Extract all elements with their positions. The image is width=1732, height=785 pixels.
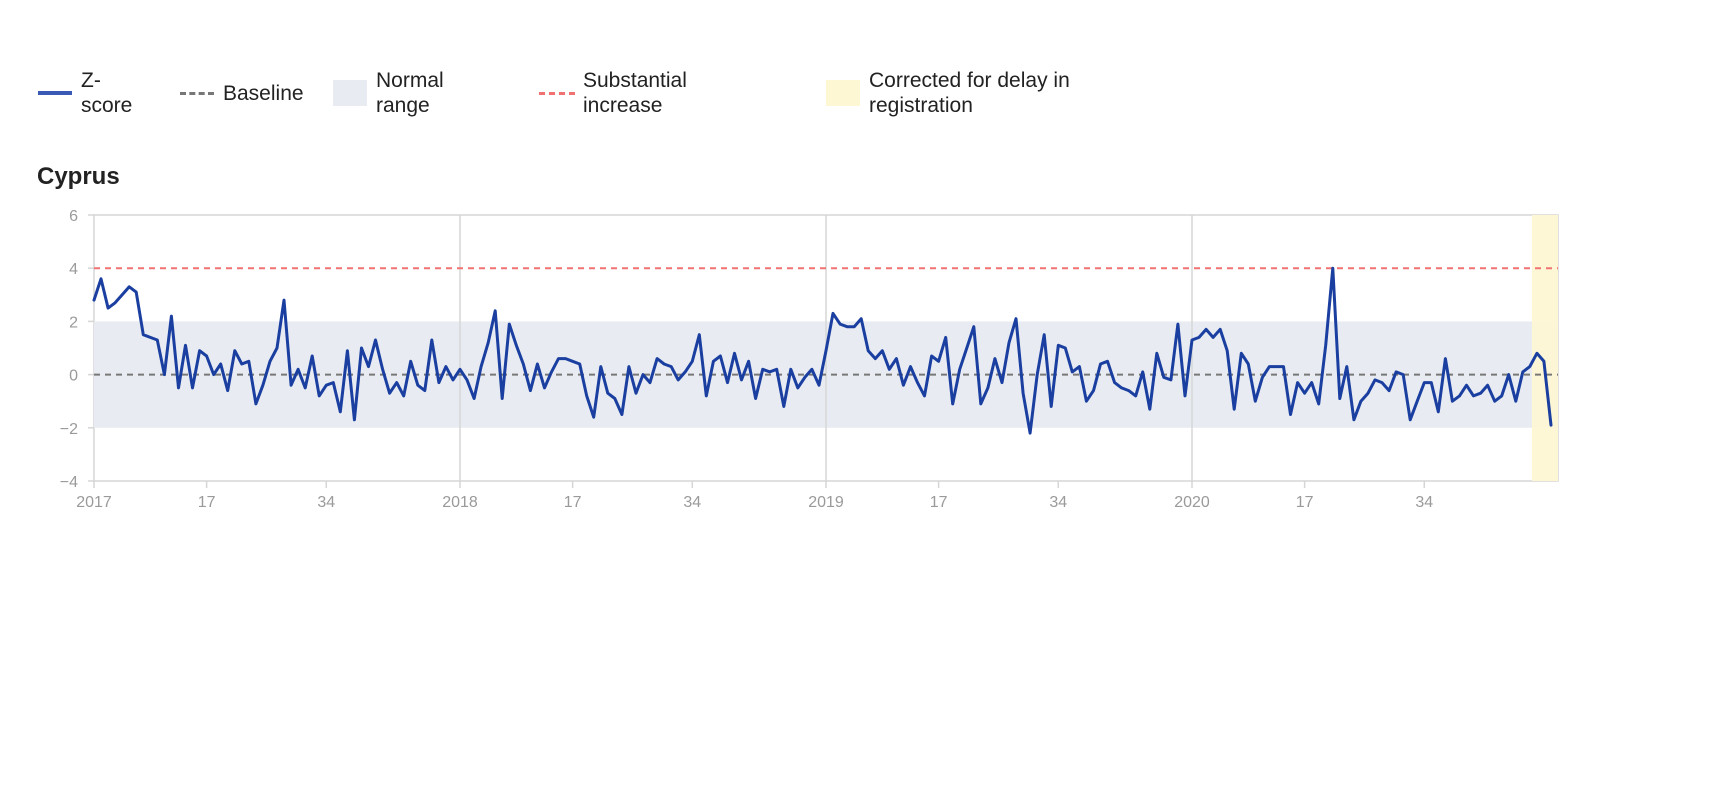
y-tick-label-3: 0 <box>69 368 78 385</box>
legend-item-normal-range[interactable]: Normal range <box>332 66 482 120</box>
x-tick-label-10: 17 <box>1296 494 1314 511</box>
y-tick-label-2: 2 <box>69 314 78 331</box>
zscore-line-icon <box>37 80 73 106</box>
y-tick-label-0: 6 <box>69 208 78 225</box>
legend-label-baseline: Baseline <box>223 81 304 105</box>
legend-label-corrected: Corrected for delay in registration <box>869 69 1070 117</box>
x-tick-label-0: 2017 <box>76 494 112 511</box>
corrected-region <box>1531 215 1558 481</box>
legend-item-zscore[interactable]: Z-score <box>37 66 137 120</box>
substantial-increase-dash-icon <box>539 80 575 106</box>
chart-title: Cyprus <box>37 163 120 190</box>
legend-item-substantial-increase[interactable]: Substantial increase <box>539 66 759 120</box>
legend-item-corrected[interactable]: Corrected for delay in registration <box>825 66 1165 120</box>
x-tick-label-1: 17 <box>198 494 216 511</box>
x-tick-label-9: 2020 <box>1174 494 1210 511</box>
x-tick-label-8: 34 <box>1049 494 1067 511</box>
legend: Z-score Baseline Normal range Substantia… <box>37 66 1197 120</box>
x-tick-label-3: 2018 <box>442 494 478 511</box>
normal-range-swatch-icon <box>332 80 368 106</box>
baseline-dash-icon <box>179 80 215 106</box>
y-tick-label-5: −4 <box>60 474 78 491</box>
legend-label-normal-range: Normal range <box>376 69 444 117</box>
x-tick-label-6: 2019 <box>808 494 844 511</box>
x-tick-label-2: 34 <box>317 494 335 511</box>
x-tick-label-11: 34 <box>1415 494 1433 511</box>
corrected-swatch-icon <box>825 80 861 106</box>
legend-item-baseline[interactable]: Baseline <box>179 66 319 120</box>
zscore-series-line <box>92 266 1553 435</box>
x-tick-label-7: 17 <box>930 494 948 511</box>
legend-label-zscore: Z-score <box>81 69 133 117</box>
y-tick-label-4: −2 <box>60 421 78 438</box>
x-tick-label-5: 34 <box>683 494 701 511</box>
legend-label-substantial-increase: Substantial increase <box>583 69 687 117</box>
y-tick-label-1: 4 <box>69 261 78 278</box>
x-tick-label-4: 17 <box>564 494 582 511</box>
